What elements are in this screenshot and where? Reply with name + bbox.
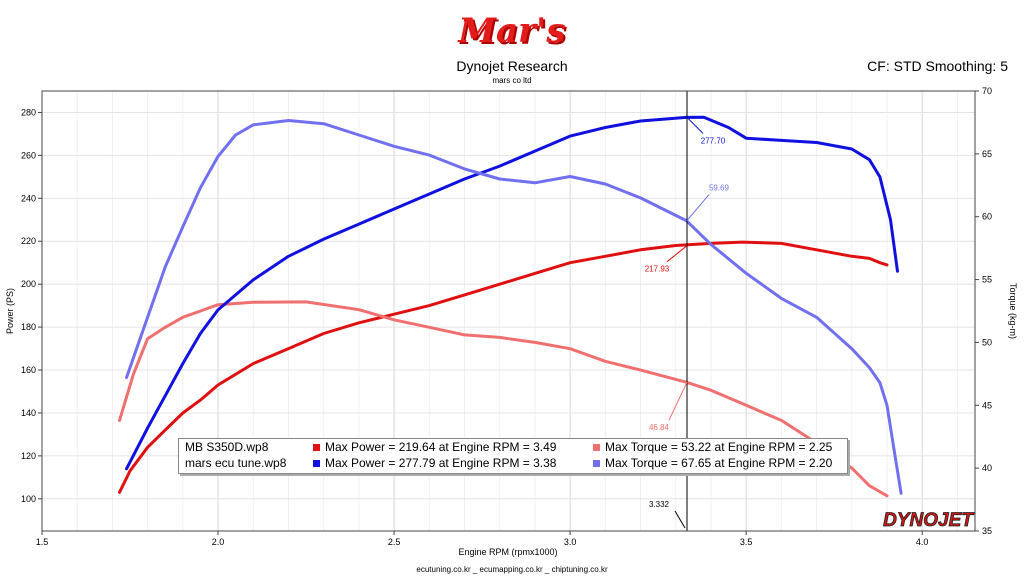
legend-swatch: [593, 444, 600, 451]
legend-swatch: [313, 444, 320, 451]
cursor-value-label: 217.93: [645, 265, 670, 274]
cursor-value-label: 277.70: [701, 136, 726, 145]
y2-tick-label: 35: [982, 526, 992, 536]
legend-torque-text: Max Torque = 67.65 at Engine RPM = 2.20: [605, 456, 833, 470]
plot-frame: [41, 90, 976, 532]
legend-swatch: [313, 460, 320, 467]
y2-tick-label: 70: [982, 86, 992, 96]
x-tick-label: 2.5: [388, 537, 401, 547]
cursor-value-pointer: [666, 245, 688, 263]
chart-series: [118, 115, 903, 498]
cursor-rpm-label: 3.332: [649, 500, 670, 509]
x-axis-label: Engine RPM (rpmx1000): [458, 547, 557, 557]
legend-torque: Max Torque = 53.22 at Engine RPM = 2.25: [593, 439, 832, 455]
mars-logo-text: Mar's: [457, 11, 565, 51]
y-tick-label: 120: [21, 451, 36, 461]
legend-torque: Max Torque = 67.65 at Engine RPM = 2.20: [593, 455, 832, 471]
legend-file: mars ecu tune.wp8: [185, 456, 287, 470]
series-line-power-stock: [118, 240, 889, 494]
y2-tick-label: 60: [982, 212, 992, 222]
y-tick-label: 260: [21, 150, 36, 160]
x-tick-label: 4.0: [916, 537, 929, 547]
y-tick-label: 280: [21, 107, 36, 117]
y-tick-label: 160: [21, 365, 36, 375]
legend-power-text: Max Power = 277.79 at Engine RPM = 3.38: [325, 456, 557, 470]
x-tick-label: 1.5: [36, 537, 49, 547]
legend-torque-text: Max Torque = 53.22 at Engine RPM = 2.25: [605, 440, 833, 454]
chart-legend: MB S350D.wp8 Max Power = 219.64 at Engin…: [178, 438, 848, 474]
y2-axis-label: Torque (kg-m): [1008, 283, 1018, 339]
y2-tick-label: 45: [982, 400, 992, 410]
cursor-value-pointer: [668, 381, 688, 421]
x-tick-label: 3.0: [564, 537, 577, 547]
y-tick-label: 240: [21, 193, 36, 203]
legend-power: Max Power = 219.64 at Engine RPM = 3.49: [313, 439, 556, 455]
mars-logo: Mar's Mar's: [457, 11, 567, 52]
cursor-value-pointer: [686, 194, 710, 221]
y-tick-label: 200: [21, 279, 36, 289]
y-tick-label: 180: [21, 322, 36, 332]
mars-logo-shadow: Mar's: [459, 13, 567, 52]
series-line-torque-stock: [118, 300, 889, 498]
legend-swatch: [593, 460, 600, 467]
cursor-value-label: 59.69: [709, 184, 730, 193]
legend-power-text: Max Power = 219.64 at Engine RPM = 3.49: [325, 440, 557, 454]
cursor-value-pointer: [686, 117, 704, 134]
cursor-value-label: 46.84: [649, 423, 670, 432]
series-line-torque-tuned: [125, 119, 903, 495]
correction-factor-label: CF: STD Smoothing: 5: [867, 58, 1008, 74]
chart-subtitle: mars co ltd: [492, 76, 532, 85]
y2-tick-label: 55: [982, 275, 992, 285]
x-tick-label: 3.5: [740, 537, 753, 547]
legend-power: Max Power = 277.79 at Engine RPM = 3.38: [313, 455, 556, 471]
chart-title: Dynojet Research: [456, 58, 568, 74]
y-axis-label: Power (PS): [5, 288, 15, 334]
y-tick-label: 140: [21, 408, 36, 418]
y2-tick-label: 65: [982, 149, 992, 159]
dynojet-logo-text: DYNOJET: [883, 510, 974, 530]
axis-ticks: 1.5 2.0 2.5 3.0 3.5 4.0 100 120 140 160 180 200 220 2…: [21, 86, 992, 547]
y2-tick-label: 40: [982, 463, 992, 473]
footer-text: ecutuning.co.kr _ ecumapping.co.kr _ chi…: [416, 565, 608, 574]
dynojet-logo: DYNOJET: [883, 510, 975, 530]
series-line-power-tuned: [125, 115, 899, 471]
y-tick-label: 220: [21, 236, 36, 246]
legend-file: MB S350D.wp8: [185, 440, 269, 454]
y-tick-label: 100: [21, 494, 36, 504]
x-tick-label: 2.0: [212, 537, 225, 547]
y2-tick-label: 50: [982, 337, 992, 347]
cursor-rpm-pointer: [674, 510, 686, 529]
